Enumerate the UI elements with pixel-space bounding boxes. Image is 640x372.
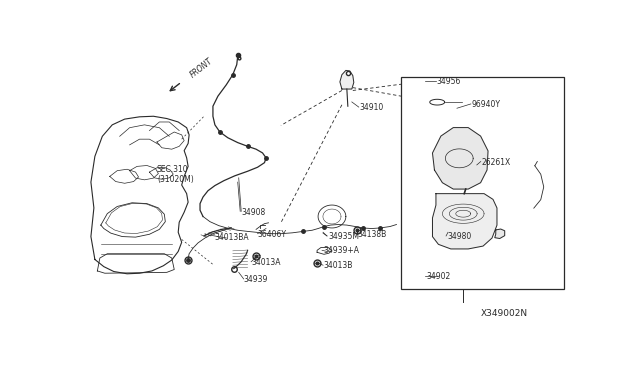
Text: 34956: 34956 <box>436 77 461 86</box>
Polygon shape <box>495 229 505 238</box>
Text: 34013BA: 34013BA <box>214 234 248 243</box>
Text: 26261X: 26261X <box>482 158 511 167</box>
Text: 34138B: 34138B <box>358 230 387 239</box>
Text: SEC.310: SEC.310 <box>157 165 189 174</box>
Text: 34910: 34910 <box>359 103 383 112</box>
Text: 34013A: 34013A <box>251 258 280 267</box>
Text: 36406Y: 36406Y <box>257 230 287 239</box>
Text: (31020M): (31020M) <box>157 175 194 184</box>
Text: FRONT: FRONT <box>188 57 214 80</box>
Bar <box>401 77 564 289</box>
Text: 34939+A: 34939+A <box>323 246 359 255</box>
Text: 34013B: 34013B <box>323 261 353 270</box>
Text: 34908: 34908 <box>241 208 266 217</box>
Text: 34902: 34902 <box>426 272 451 281</box>
Text: 34980: 34980 <box>447 232 471 241</box>
Text: 34935M: 34935M <box>328 232 359 241</box>
Polygon shape <box>433 128 488 189</box>
Polygon shape <box>433 194 497 249</box>
Text: 34939: 34939 <box>244 275 268 284</box>
Text: X349002N: X349002N <box>481 310 528 318</box>
Text: 96940Y: 96940Y <box>472 100 501 109</box>
Polygon shape <box>340 70 354 89</box>
